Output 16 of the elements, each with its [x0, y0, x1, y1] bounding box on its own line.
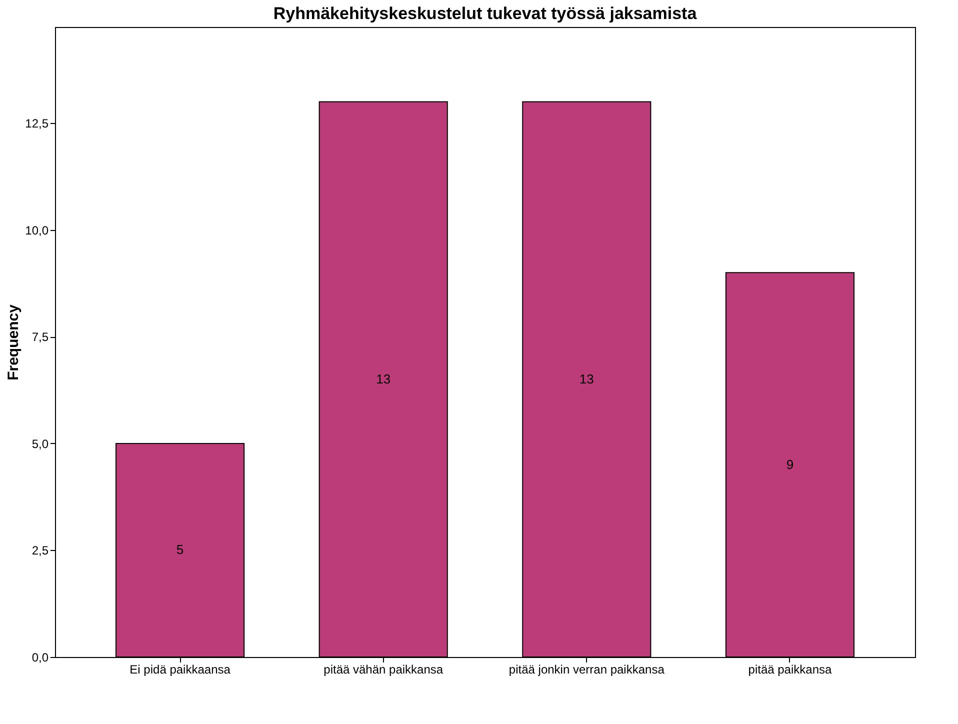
- y-tick-label: 0,0: [32, 650, 49, 664]
- x-tick-label: Ei pidä paikkaansa: [130, 662, 231, 676]
- data-label: 5: [176, 542, 184, 558]
- y-tick-label: 2,5: [32, 544, 49, 558]
- y-tick-label: 7,5: [32, 330, 49, 344]
- x-tick-label: pitää paikkansa: [748, 662, 832, 676]
- data-label: 9: [786, 456, 794, 472]
- y-axis-title: Frequency: [5, 304, 22, 380]
- x-tick-label: pitää jonkin verran paikkansa: [508, 662, 665, 676]
- x-tick-label: pitää vähän paikkansa: [324, 662, 444, 676]
- data-label: 13: [579, 371, 594, 386]
- y-tick-label: 12,5: [25, 116, 49, 131]
- y-tick-label: 5,0: [32, 436, 49, 451]
- chart-title: Ryhmäkehityskeskustelut tukevat työssä jaksamista: [273, 4, 698, 23]
- data-label: 13: [376, 371, 391, 386]
- y-tick-label: 10,0: [25, 223, 49, 238]
